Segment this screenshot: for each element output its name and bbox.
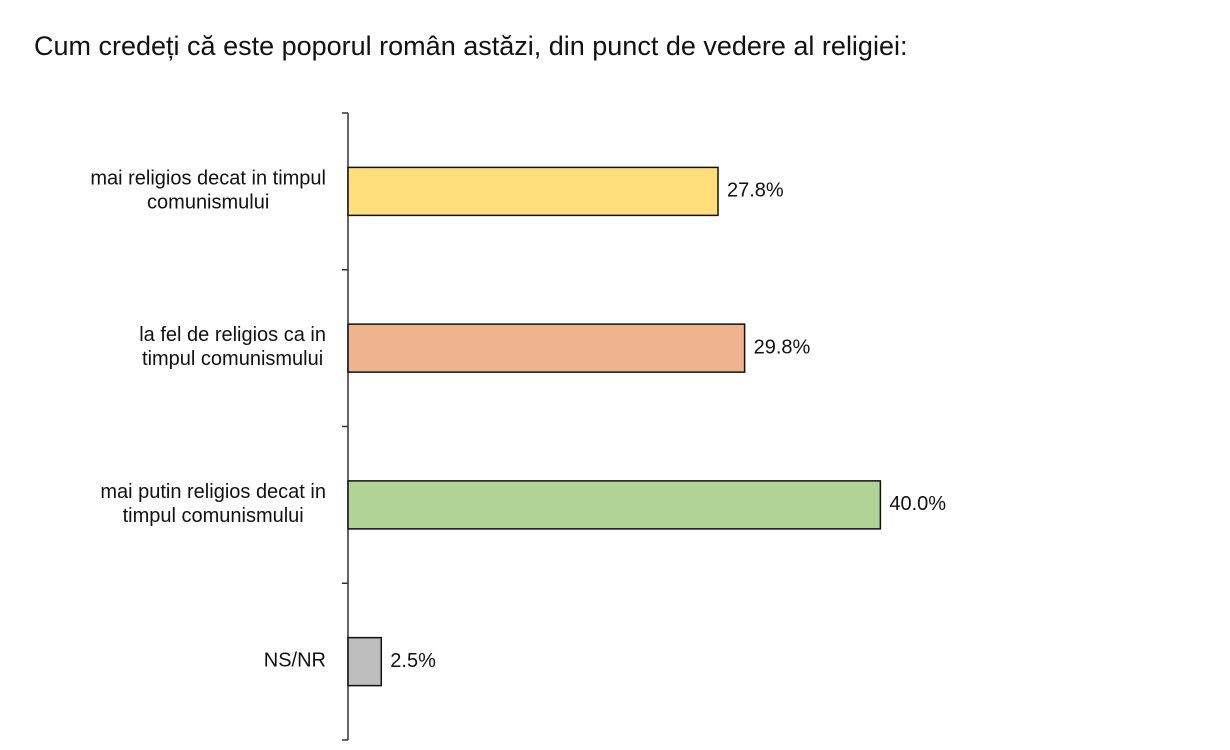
value-label: 29.8%: [754, 336, 811, 358]
category-label-line: timpul comunismului: [142, 348, 323, 370]
category-label-line: mai religios decat in timpul: [90, 168, 326, 190]
bar: [347, 636, 383, 687]
value-label: 40.0%: [889, 493, 946, 515]
category-label-line: timpul comunismului: [123, 505, 304, 527]
category-label: la fel de religios ca in timpul comunismu…: [139, 324, 326, 370]
category-label: mai putin religios decat in timpul comuni…: [100, 481, 326, 527]
bar: [347, 166, 719, 217]
chart-bars-layer: [347, 166, 882, 687]
value-label: 27.8%: [727, 180, 784, 202]
chart-title: Cum credeți că este poporul român astăzi…: [34, 31, 908, 61]
category-label-line: comunismului: [147, 192, 269, 214]
chart-labels-layer: mai religios decat in timpul comunismului…: [90, 168, 946, 672]
chart-axis-layer: [342, 112, 349, 741]
bar: [347, 480, 882, 530]
value-label: 2.5%: [390, 650, 436, 672]
category-label: mai religios decat in timpul comunismului: [90, 168, 326, 214]
category-label-line: mai putin religios decat in: [100, 481, 326, 503]
category-label: NS/NR: [264, 650, 326, 672]
bar: [347, 323, 746, 373]
category-label-line: la fel de religios ca in: [139, 324, 326, 346]
category-label-line: NS/NR: [264, 650, 326, 672]
